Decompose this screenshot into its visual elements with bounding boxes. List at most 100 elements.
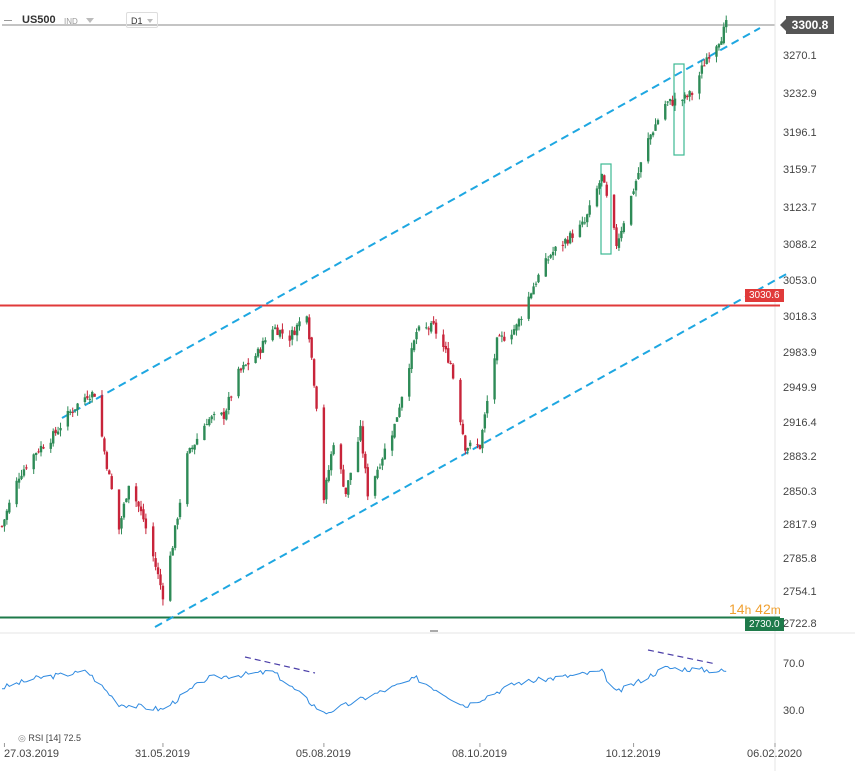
y-tick-label: 2754.1 (783, 585, 817, 598)
candle (359, 425, 362, 441)
candle (400, 396, 404, 408)
candle (247, 362, 250, 365)
candle (273, 327, 277, 329)
candle (347, 480, 350, 495)
candle (154, 558, 157, 567)
candle (88, 398, 91, 400)
symbol-label[interactable]: US500 (22, 14, 56, 26)
pane-resize-handle (430, 630, 438, 632)
y-tick-label: 2916.4 (783, 417, 817, 430)
candle (581, 221, 584, 225)
y-tick-label: 2722.8 (783, 618, 817, 630)
candle (39, 445, 43, 453)
candle (447, 348, 450, 363)
candle (603, 175, 606, 183)
candle (332, 445, 335, 455)
candle (366, 467, 369, 497)
support-badge: 2730.0 (745, 618, 784, 631)
candle (3, 519, 6, 527)
rsi-line (2, 665, 727, 715)
candle (673, 98, 677, 106)
candle (520, 318, 523, 320)
candle (156, 567, 160, 575)
channel-lower-line (154, 271, 791, 628)
candle (327, 469, 330, 481)
candle (193, 444, 196, 450)
candle (483, 414, 487, 429)
candle (227, 396, 230, 411)
candle (671, 99, 674, 106)
rsi-tick-70: 70.0 (783, 658, 805, 670)
candle (703, 65, 706, 67)
candle (664, 103, 667, 120)
candle (91, 391, 94, 398)
candle (176, 518, 179, 525)
symbol-dropdown-icon[interactable] (86, 18, 94, 23)
candle (554, 246, 557, 252)
y-tick-label: 2949.9 (783, 382, 817, 395)
rsi-visibility-icon[interactable]: ◎ (18, 733, 26, 743)
candle (586, 214, 589, 223)
candle (254, 355, 257, 363)
candle (654, 124, 657, 131)
candle (25, 467, 28, 469)
candle (134, 486, 138, 502)
y-tick-label: 3196.1 (783, 126, 817, 139)
candle (537, 274, 540, 283)
candle (425, 327, 428, 329)
candle (54, 429, 57, 434)
y-tick-label: 2883.2 (783, 451, 817, 464)
candle (381, 458, 384, 466)
x-tick-label: 05.08.2019 (295, 748, 351, 760)
candle (408, 368, 411, 397)
candle (498, 335, 501, 337)
candle (464, 435, 467, 451)
candle (100, 395, 104, 437)
candle (468, 442, 472, 447)
candle (276, 327, 279, 336)
menu-dash-icon[interactable] (4, 20, 12, 21)
candle (208, 419, 211, 426)
candle (69, 411, 72, 413)
candle (698, 75, 701, 94)
candle (432, 320, 435, 324)
candle (86, 396, 89, 399)
y-tick-label: 3088.2 (783, 238, 817, 251)
candle (715, 46, 718, 57)
candle (532, 286, 535, 295)
candle (290, 329, 294, 340)
candle (76, 403, 79, 410)
candle (493, 358, 496, 400)
candle (339, 444, 343, 470)
candle (225, 410, 228, 420)
candle (395, 417, 399, 422)
candle (34, 452, 38, 455)
current-price-badge: 3300.8 (780, 16, 834, 34)
candle (476, 444, 479, 446)
candle (322, 407, 326, 501)
candle (383, 448, 387, 460)
candle (315, 386, 318, 409)
candle (512, 329, 516, 335)
candle (73, 409, 77, 411)
candle (169, 555, 172, 601)
candle (495, 337, 499, 361)
candle (278, 330, 282, 337)
candle (700, 65, 704, 74)
candle (52, 431, 55, 444)
candle (171, 547, 174, 556)
y-tick-label: 3270.1 (783, 49, 817, 62)
candle (139, 506, 143, 512)
candle (434, 322, 438, 334)
candle (159, 574, 162, 586)
candle (510, 334, 513, 340)
candle (20, 475, 23, 479)
candle-timer: 14h 42m (729, 601, 781, 617)
rsi-legend: ◎ RSI [14] 72.5 (18, 733, 81, 743)
highlight-box (673, 63, 685, 156)
candle (93, 393, 96, 397)
timeframe-select[interactable]: D1 (126, 12, 158, 28)
resistance-badge: 3030.6 (745, 289, 784, 302)
candle (144, 518, 148, 529)
